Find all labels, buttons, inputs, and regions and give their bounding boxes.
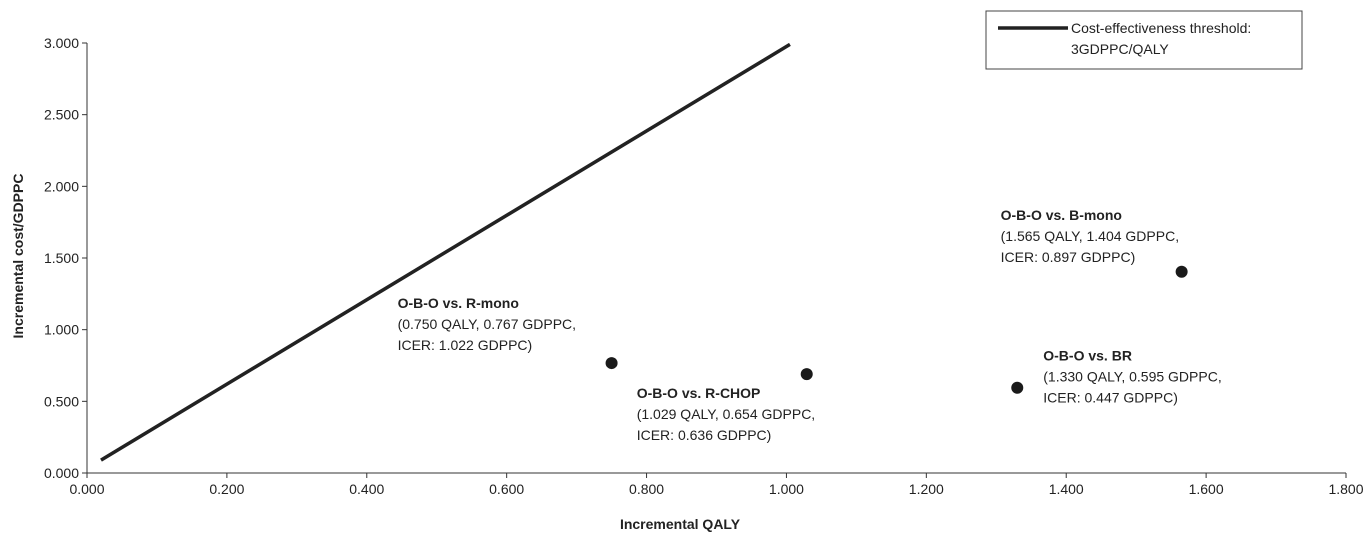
annotation-values: (1.565 QALY, 1.404 GDPPC,	[1001, 228, 1179, 244]
annotation-title: O-B-O vs. B-mono	[1001, 207, 1122, 223]
y-tick-label: 1.500	[44, 250, 79, 266]
data-point	[1175, 265, 1188, 278]
y-axis-title: Incremental cost/GDPPC	[10, 174, 26, 339]
threshold-line	[100, 42, 791, 462]
y-ticks: 0.000 0.500 1.000 1.500 2.000 2.500 3.000	[44, 35, 87, 481]
annotation-title: O-B-O vs. BR	[1043, 348, 1132, 364]
data-point	[605, 357, 618, 370]
x-tick-label: 1.600	[1189, 481, 1224, 497]
annotation-values: (1.029 QALY, 0.654 GDPPC,	[637, 406, 815, 422]
x-tick-label: 1.000	[769, 481, 804, 497]
y-tick-label: 2.000	[44, 178, 79, 194]
x-ticks: 0.000 0.200 0.400 0.600 0.800 1.000 1.200 1.400…	[69, 473, 1364, 497]
x-tick-label: 0.400	[349, 481, 384, 497]
data-point	[800, 368, 813, 381]
x-tick-label: 0.200	[209, 481, 244, 497]
annotation-title: O-B-O vs. R-CHOP	[637, 385, 761, 401]
annotation-title: O-B-O vs. R-mono	[398, 295, 519, 311]
annotation-icer: ICER: 0.447 GDPPC)	[1043, 390, 1178, 406]
legend-box	[985, 10, 1303, 70]
x-tick-label: 1.200	[909, 481, 944, 497]
annotation-values: (1.330 QALY, 0.595 GDPPC,	[1043, 369, 1221, 385]
annotation-icer: ICER: 0.897 GDPPC)	[1001, 249, 1136, 265]
point-annotation: O-B-O vs. R-CHOP (1.029 QALY, 0.654 GDPPC…	[637, 385, 815, 443]
y-tick-label: 3.000	[44, 35, 79, 51]
x-tick-label: 0.000	[69, 481, 104, 497]
point-annotation: O-B-O vs. B-mono (1.565 QALY, 1.404 GDPPC…	[1001, 207, 1179, 265]
y-tick-label: 2.500	[44, 107, 79, 123]
x-tick-label: 1.400	[1049, 481, 1084, 497]
y-tick-label: 0.000	[44, 465, 79, 481]
annotation-icer: ICER: 1.022 GDPPC)	[398, 337, 533, 353]
point-annotation: O-B-O vs. R-mono (0.750 QALY, 0.767 GDPPC…	[398, 295, 576, 353]
annotation-icer: ICER: 0.636 GDPPC)	[637, 427, 772, 443]
data-points	[605, 265, 1188, 394]
x-tick-label: 1.800	[1328, 481, 1363, 497]
legend: Cost-effectiveness threshold: 3GDPPC/QAL…	[985, 10, 1303, 70]
legend-label-line1: Cost-effectiveness threshold:	[1071, 20, 1251, 36]
x-tick-label: 0.600	[489, 481, 524, 497]
point-annotation: O-B-O vs. BR (1.330 QALY, 0.595 GDPPC, ICE…	[1043, 348, 1221, 406]
legend-label-line2: 3GDPPC/QALY	[1071, 41, 1169, 57]
annotation-values: (0.750 QALY, 0.767 GDPPC,	[398, 316, 576, 332]
y-tick-label: 0.500	[44, 393, 79, 409]
y-tick-label: 1.000	[44, 322, 79, 338]
x-tick-label: 0.800	[629, 481, 664, 497]
annotations: O-B-O vs. R-mono (0.750 QALY, 0.767 GDPPC…	[398, 207, 1222, 443]
data-point	[1011, 381, 1024, 394]
x-axis-title: Incremental QALY	[620, 516, 741, 532]
